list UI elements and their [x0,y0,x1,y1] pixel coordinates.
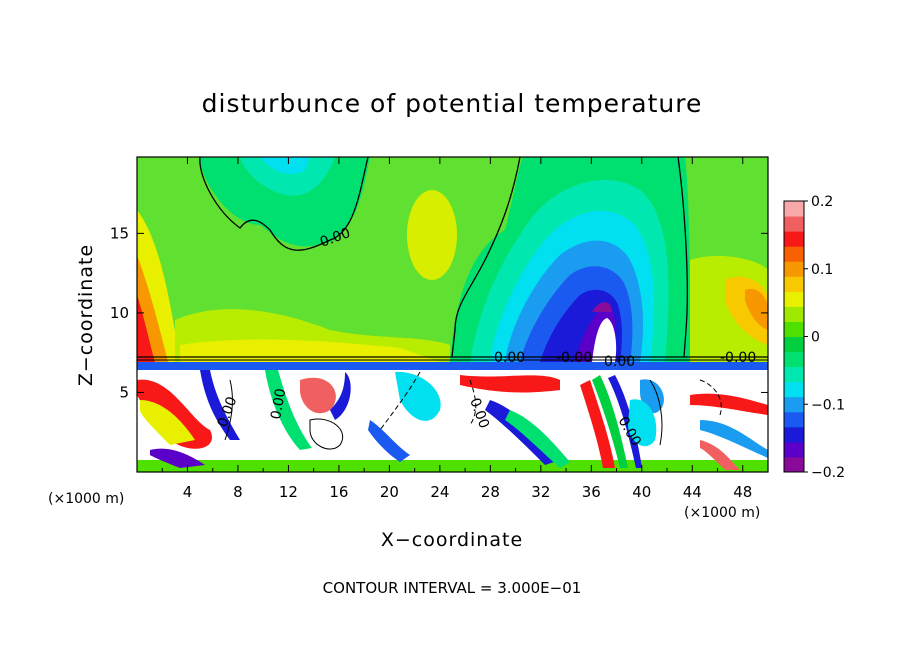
plot-frame [136,156,769,473]
contour-interval-note: CONTOUR INTERVAL = 3.000E−01 [323,579,582,597]
x-tick-label: 32 [531,483,550,501]
colorbar-tick-label: 0.1 [811,262,833,278]
colorbar-swatch [784,441,804,458]
colorbar-swatch [784,261,804,277]
colorbar-swatch [784,306,804,322]
contour-lines [137,157,768,450]
colorbar-swatch [784,426,804,443]
colorbar-ticks: 0.2 0.1 0 −0.1 −0.2 [804,194,845,481]
colorbar-tick-label: 0.2 [811,194,833,210]
warm-region-right [690,255,768,362]
plot-area: 0.00 0.00 0.00 0.00 0.00 0.00 -0.00 -0.0… [137,157,768,472]
lower-field [137,362,768,472]
cool-region-top [200,157,370,247]
colorbar-swatch [784,336,804,353]
warm-region-left [137,210,450,362]
colorbar-swatch [784,381,804,398]
x-axis-title: X−coordinate [381,529,523,551]
x-tick-label: 44 [683,483,702,501]
contour-label: 0.00 [268,387,289,420]
y-axis: 5 10 15 [110,224,768,401]
y-tick-label: 10 [110,304,129,322]
x-tick-label: 20 [380,483,399,501]
cold-plume [450,157,690,362]
colorbar-swatch [784,276,804,292]
x-axis: 4 8 12 16 20 24 28 32 36 40 44 48 [161,157,752,501]
x-tick-label: 28 [481,483,500,501]
colorbar-tick-label: 0 [811,330,820,346]
colorbar-tick-label: −0.1 [811,397,845,413]
contour-label: -0.00 [556,350,592,366]
colorbar-swatch [784,231,804,247]
y-tick-label: 15 [110,224,129,242]
colorbar-swatch [784,456,804,473]
colorbar-swatch [784,201,804,217]
colorbar-swatch [784,291,804,307]
colorbar-swatch [784,366,804,383]
contour-label: 0.00 [494,350,525,366]
chart-title: disturbunce of potential temperature [202,89,703,118]
colorbar-swatches [784,201,804,473]
x-tick-label: 16 [329,483,348,501]
colorbar-swatch [784,351,804,368]
colorbar-swatch [784,246,804,262]
colorbar-tick-label: −0.2 [811,465,845,481]
x-tick-label: 8 [233,483,243,501]
x-tick-label: 24 [430,483,449,501]
y-tick-label: 5 [119,383,129,401]
x-tick-label: 12 [279,483,298,501]
contour-label: -0.00 [720,350,756,366]
contour-label: 0.00 [604,354,635,370]
colorbar-swatch [784,321,804,337]
colorbar-swatch [784,396,804,413]
x-tick-label: 40 [632,483,651,501]
colorbar-swatch [784,411,804,428]
colorbar-swatch [784,216,804,232]
x-tick-label: 48 [733,483,752,501]
warm-patch-center [407,190,457,280]
x-axis-unit-right: (×1000 m) [684,505,760,521]
x-tick-label: 4 [183,483,193,501]
y-axis-title: Z−coordinate [75,244,97,386]
colorbar: 0.2 0.1 0 −0.1 −0.2 [783,194,845,481]
x-tick-label: 36 [582,483,601,501]
x-axis-unit-left: (×1000 m) [48,491,124,507]
